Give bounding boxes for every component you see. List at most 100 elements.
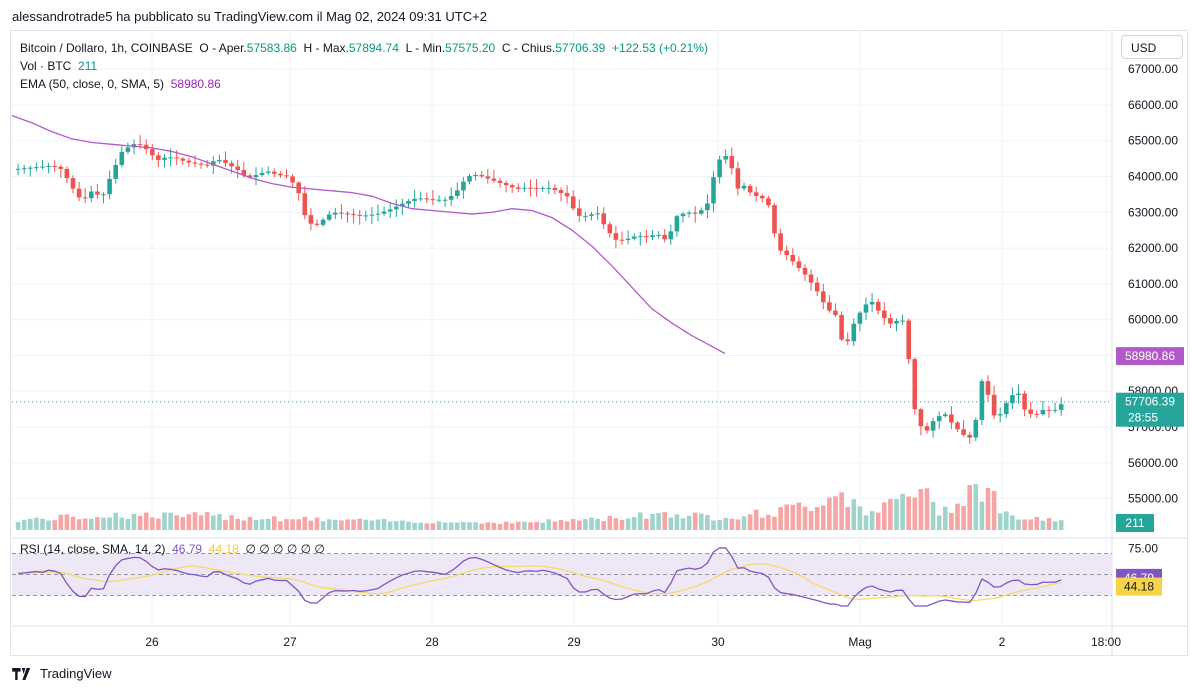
footer: TradingView: [12, 666, 112, 681]
volume-bar: [479, 523, 484, 530]
volume-bar: [430, 523, 436, 530]
candle-body: [442, 199, 448, 201]
candle-body: [424, 198, 430, 200]
volume-bar: [320, 521, 326, 530]
candle-body: [387, 209, 393, 212]
volume-bar: [833, 496, 838, 530]
volume-bar: [217, 514, 222, 530]
volume-bar: [528, 522, 533, 530]
candle-body: [516, 187, 521, 189]
volume-bar: [180, 516, 186, 530]
candle-body: [692, 212, 698, 214]
candle-body: [308, 215, 314, 224]
volume-bar: [326, 519, 332, 530]
volume-bar: [278, 521, 283, 530]
volume-bar: [1010, 515, 1015, 530]
volume-bar: [753, 509, 759, 530]
candle-body: [406, 201, 411, 204]
volume-bar: [570, 519, 576, 530]
candle-body: [827, 302, 832, 311]
volume-bar: [912, 497, 918, 530]
volume-bar: [601, 521, 606, 530]
volume-bar: [82, 518, 88, 530]
candle-body: [711, 177, 716, 204]
volume-bar: [247, 517, 253, 530]
candle-body: [729, 156, 735, 169]
price-tick-label: 64000.00: [1128, 170, 1178, 184]
candle-body: [430, 199, 436, 201]
volume-bar: [436, 521, 442, 530]
change-value: +122.53 (+0.21%): [611, 41, 709, 55]
candle-body: [418, 198, 423, 200]
chart-frame: [10, 30, 1188, 656]
candle-body: [772, 205, 777, 234]
rsi-label[interactable]: RSI (14, close, SMA, 14, 2): [20, 542, 166, 556]
volume-bar: [272, 516, 277, 530]
candle-body: [241, 169, 247, 176]
close-value: 57706.39: [555, 41, 606, 55]
volume-bar: [827, 497, 832, 530]
currency-button[interactable]: USD: [1121, 35, 1183, 59]
rsi-line: [18, 547, 1062, 607]
last-price-tag: [1116, 392, 1184, 427]
price-tick-label: 55000.00: [1128, 492, 1178, 506]
rsi-sma-tag: [1116, 577, 1162, 596]
candle-body: [991, 394, 997, 416]
volume-tag-label: 211: [1125, 516, 1144, 530]
high-label: H - Max.: [303, 41, 349, 55]
candle-body: [76, 188, 82, 198]
volume-value: 211: [78, 59, 98, 73]
candle-body: [936, 416, 942, 422]
candle-body: [333, 212, 338, 215]
candle-body: [918, 409, 924, 427]
candle-body: [894, 320, 899, 324]
volume-label[interactable]: Vol · BTC: [20, 59, 72, 73]
candle-body: [168, 157, 173, 159]
volume-bar: [198, 515, 204, 530]
volume-bar: [650, 514, 655, 530]
brand-name[interactable]: TradingView: [40, 666, 112, 681]
volume-bar: [888, 499, 893, 530]
ema-label[interactable]: EMA (50, close, 0, SMA, 5): [20, 77, 165, 91]
symbol-title[interactable]: Bitcoin / Dollaro, 1h, COINBASE: [20, 41, 193, 55]
candle-body: [540, 188, 545, 190]
candle-body: [186, 160, 192, 163]
candle-body: [558, 190, 564, 193]
rsi-tick-label: 75.00: [1128, 541, 1158, 555]
volume-bar: [174, 515, 179, 530]
candle-body: [339, 212, 344, 214]
ema-value: 58980.86: [170, 77, 221, 91]
volume-bar: [168, 512, 173, 530]
candle-body: [479, 174, 484, 177]
volume-bar: [357, 518, 362, 530]
countdown-label: 28:55: [1128, 411, 1158, 425]
candle-body: [869, 301, 875, 305]
volume-bar: [1022, 519, 1027, 530]
candle-body: [821, 291, 826, 303]
candle-body: [34, 167, 39, 169]
candle-body: [290, 176, 295, 183]
candle-body: [1004, 403, 1009, 415]
volume-bar: [1052, 521, 1058, 530]
volume-bar: [540, 522, 545, 530]
candle-body: [644, 236, 649, 238]
volume-bar: [875, 512, 881, 530]
volume-bar: [546, 519, 552, 530]
volume-bar: [638, 512, 643, 530]
candle-body: [345, 213, 350, 215]
volume-bar: [351, 519, 356, 530]
volume-bar: [162, 512, 167, 530]
candle-body: [174, 157, 179, 159]
volume-bar: [699, 513, 704, 530]
volume-bar: [363, 519, 369, 530]
candle-body: [259, 172, 265, 176]
volume-bar: [1040, 520, 1046, 530]
candle-body: [253, 175, 259, 178]
volume-bar: [766, 514, 771, 530]
volume-bar: [461, 521, 466, 530]
candle-body: [204, 164, 210, 166]
candle-body: [723, 156, 728, 160]
candle-body: [851, 323, 857, 342]
candle-body: [64, 168, 70, 179]
